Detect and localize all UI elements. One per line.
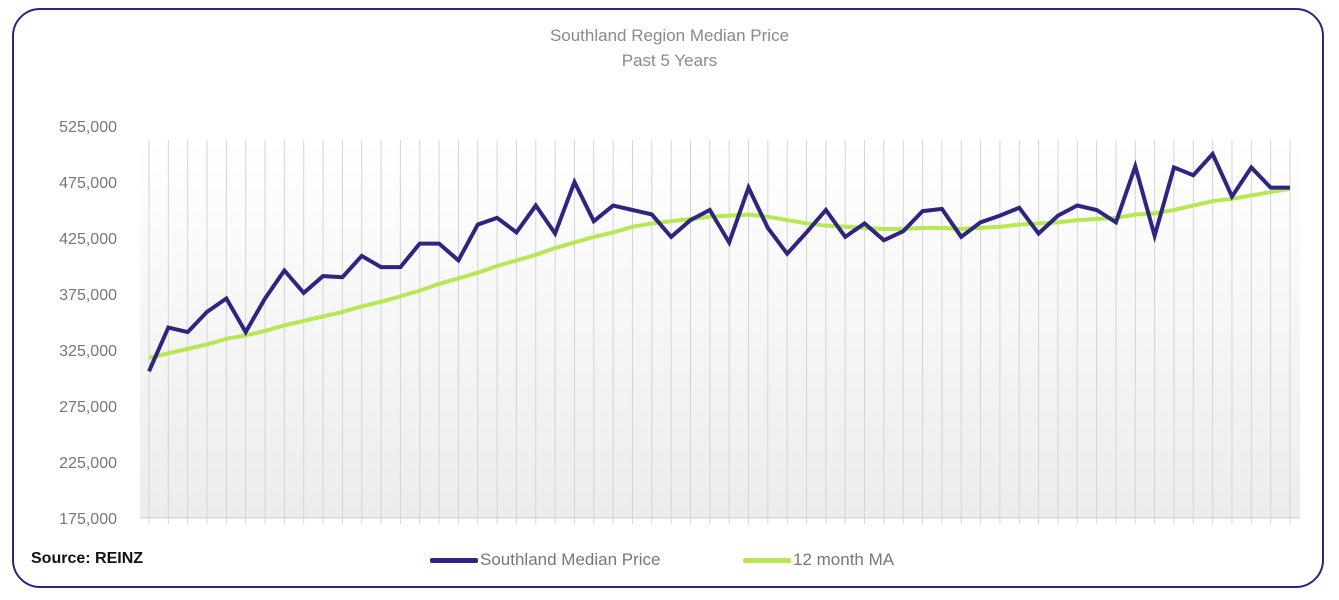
series-line-median-price <box>147 150 1290 373</box>
chart-title: Southland Region Median Price <box>549 26 790 45</box>
chart-frame <box>12 8 1324 588</box>
legend-swatch-ma <box>743 557 791 563</box>
source-label: Source: REINZ <box>31 550 144 567</box>
legend-label-ma: 12 month MA <box>793 550 895 569</box>
y-tick-label: 425,000 <box>59 231 117 248</box>
y-tick-label: 325,000 <box>59 343 117 360</box>
series-line-12-month-ma <box>148 186 1291 360</box>
y-tick-label: 175,000 <box>59 511 117 528</box>
y-tick-label: 525,000 <box>59 119 117 136</box>
y-tick-label: 375,000 <box>59 287 117 304</box>
legend-label-median: Southland Median Price <box>480 550 661 569</box>
legend-item-median: Southland Median Price <box>430 550 661 570</box>
legend-swatch-median <box>430 557 478 563</box>
legend-item-ma: 12 month MA <box>743 550 894 570</box>
y-tick-label: 225,000 <box>59 455 117 472</box>
y-tick-label: 275,000 <box>59 399 117 416</box>
plot-area <box>140 140 1300 518</box>
chart-subtitle: Past 5 Years <box>621 51 718 70</box>
y-tick-label: 475,000 <box>59 175 117 192</box>
